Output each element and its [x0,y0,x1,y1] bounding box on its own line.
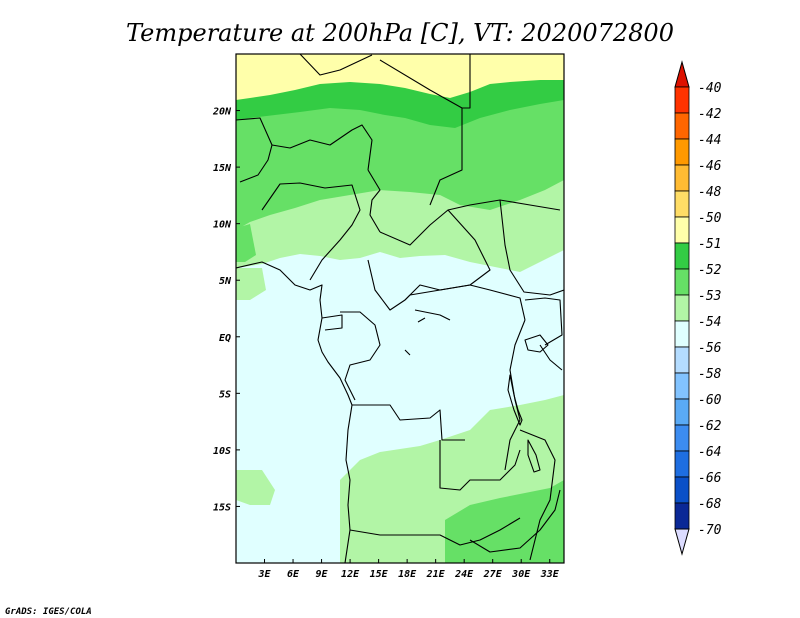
shade-minus-54-west [236,268,266,300]
border-ethiopia [499,199,564,296]
lake-malawi [527,439,541,473]
map-panel: 20N 15N 10N 5N EQ 5S 10S 15S 3E 6E 9E 12E 15E 18E 21E… [212,53,565,580]
colorbar-label: -46 [698,159,722,174]
colorbar-label: -44 [698,133,721,148]
colorbar-label: -42 [698,107,722,122]
colorbar-label: -52 [698,263,722,278]
colorbar-label: -50 [698,211,722,226]
colorbar-swatch [674,346,690,374]
map-frame [235,53,565,564]
colorbar-swatch [674,242,690,270]
colorbar-label: -56 [698,341,722,356]
border-niger-chad [299,54,373,76]
colorbar-swatch [674,450,690,478]
colorbar-label: -66 [698,471,722,486]
shade-minus-54-southwest [236,470,275,505]
lat-tick-label: EQ [219,333,231,344]
colorbar-swatch [674,502,690,530]
border-namibia [349,517,521,546]
lat-tick-label: 5S [219,389,231,400]
colorbar-label: -58 [698,367,722,382]
temperature-field [236,54,564,563]
shade-minus-51-north [236,54,564,100]
river-congo [404,309,451,356]
border-zambia-zimbabwe [469,489,561,553]
colorbar-swatch [674,372,690,400]
lat-tick-label: 10S [213,446,231,457]
lon-tick-label: 6E [287,569,300,580]
colorbar-swatch [674,164,690,192]
border-drc-north [404,284,526,321]
colorbar-swatch [674,320,690,348]
lon-tick-label: 24E [454,569,474,580]
colorbar-swatch [674,216,690,244]
colorbar-swatch [674,86,690,114]
lon-tick-label: 12E [341,569,360,580]
colorbar-swatch [674,398,690,426]
colorbar: -40 -42 -44 -46 -48 -50 -51 -52 -53 -54 -56 -58 -60 -… [674,60,722,556]
colorbar-label: -70 [698,523,722,538]
colorbar-label: -60 [698,393,722,408]
colorbar-label: -68 [698,497,722,512]
colorbar-label: -62 [698,419,722,434]
grads-credit: GrADS: IGES/COLA [5,607,92,617]
border-angola-zambia [439,440,521,491]
border-tanzania [539,344,563,371]
lon-tick-label: 15E [370,569,389,580]
lat-tick-label: 20N [212,107,232,118]
latitude-axis: 20N 15N 10N 5N EQ 5S 10S 15S [212,107,240,513]
border-sahel-west [236,117,273,183]
colorbar-swatch [674,268,690,296]
colorbar-swatch [674,190,690,218]
shade-minus-53-west [236,224,256,262]
colorbar-label: -64 [698,445,721,460]
colorbar-label: -51 [698,237,721,252]
lon-tick-label: 3E [257,569,271,580]
coastline-west [236,261,353,563]
border-chad-cameroon [367,169,381,233]
colorbar-swatch [674,476,690,504]
border-gabon [321,314,343,331]
colorbar-swatch [674,424,690,452]
lake-victoria [524,334,549,353]
lon-tick-label: 33E [540,569,560,580]
lon-tick-label: 21E [426,569,446,580]
colorbar-lower-arrow [674,528,690,556]
border-congo [340,311,381,401]
lat-tick-label: 15S [213,502,231,513]
lat-tick-label: 10N [213,220,232,231]
colorbar-swatch [674,112,690,140]
border-nigeria-cameroon [261,182,361,281]
colorbar-upper-arrow [674,60,690,88]
country-borders [236,54,564,563]
colorbar-label: -54 [698,315,721,330]
colorbar-label: -48 [698,185,722,200]
lon-tick-label: 18E [398,569,417,580]
lat-tick-label: 15N [213,163,232,174]
colorbar-swatch [674,294,690,322]
longitude-axis: 3E 6E 9E 12E 15E 18E 21E 24E 27E 30E 33E [257,559,560,580]
border-uganda-kenya [524,297,563,346]
border-angola-drc [352,404,465,441]
colorbar-label: -53 [698,289,721,304]
lat-tick-label: 5N [219,276,232,287]
border-chad-libya-sudan [379,59,463,206]
lon-tick-label: 9E [316,569,329,580]
border-mozambique [519,429,556,561]
figure-title: Temperature at 200hPa [C], VT: 202007280… [126,19,674,47]
colorbar-label: -40 [698,81,722,96]
border-egypt-sudan [462,54,471,109]
colorbar-swatch [674,138,690,166]
lon-tick-label: 27E [483,569,503,580]
lon-tick-label: 30E [511,569,531,580]
lake-tanganyika [507,374,523,426]
border-nigeria-niger [271,124,373,171]
